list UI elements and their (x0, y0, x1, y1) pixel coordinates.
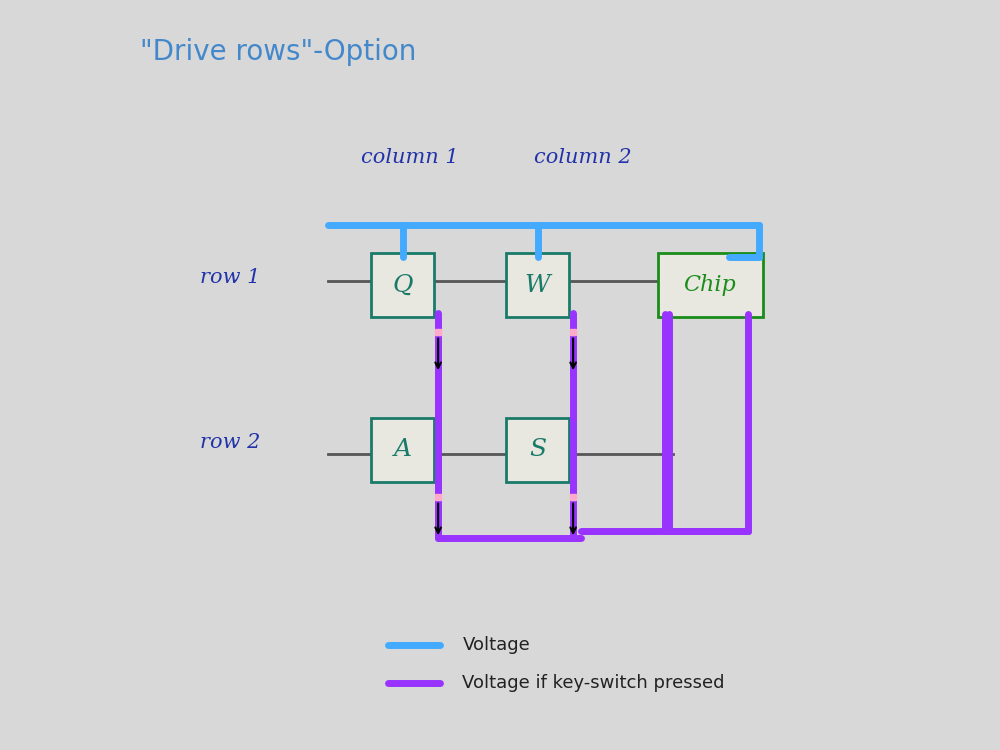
Text: S: S (529, 439, 546, 461)
Text: row 1: row 1 (200, 268, 260, 287)
Text: Voltage if key-switch pressed: Voltage if key-switch pressed (462, 674, 725, 692)
Text: column 2: column 2 (534, 148, 631, 167)
FancyBboxPatch shape (371, 254, 434, 316)
FancyBboxPatch shape (371, 419, 434, 482)
Text: column 1: column 1 (361, 148, 459, 167)
FancyBboxPatch shape (506, 254, 569, 316)
Text: row 2: row 2 (200, 433, 260, 452)
Text: Chip: Chip (684, 274, 736, 296)
Text: Voltage: Voltage (462, 636, 530, 654)
Text: Q: Q (392, 274, 413, 296)
Text: W: W (525, 274, 550, 296)
Text: A: A (394, 439, 412, 461)
FancyBboxPatch shape (658, 254, 763, 316)
Text: "Drive rows"-Option: "Drive rows"-Option (140, 38, 416, 65)
FancyBboxPatch shape (506, 419, 569, 482)
